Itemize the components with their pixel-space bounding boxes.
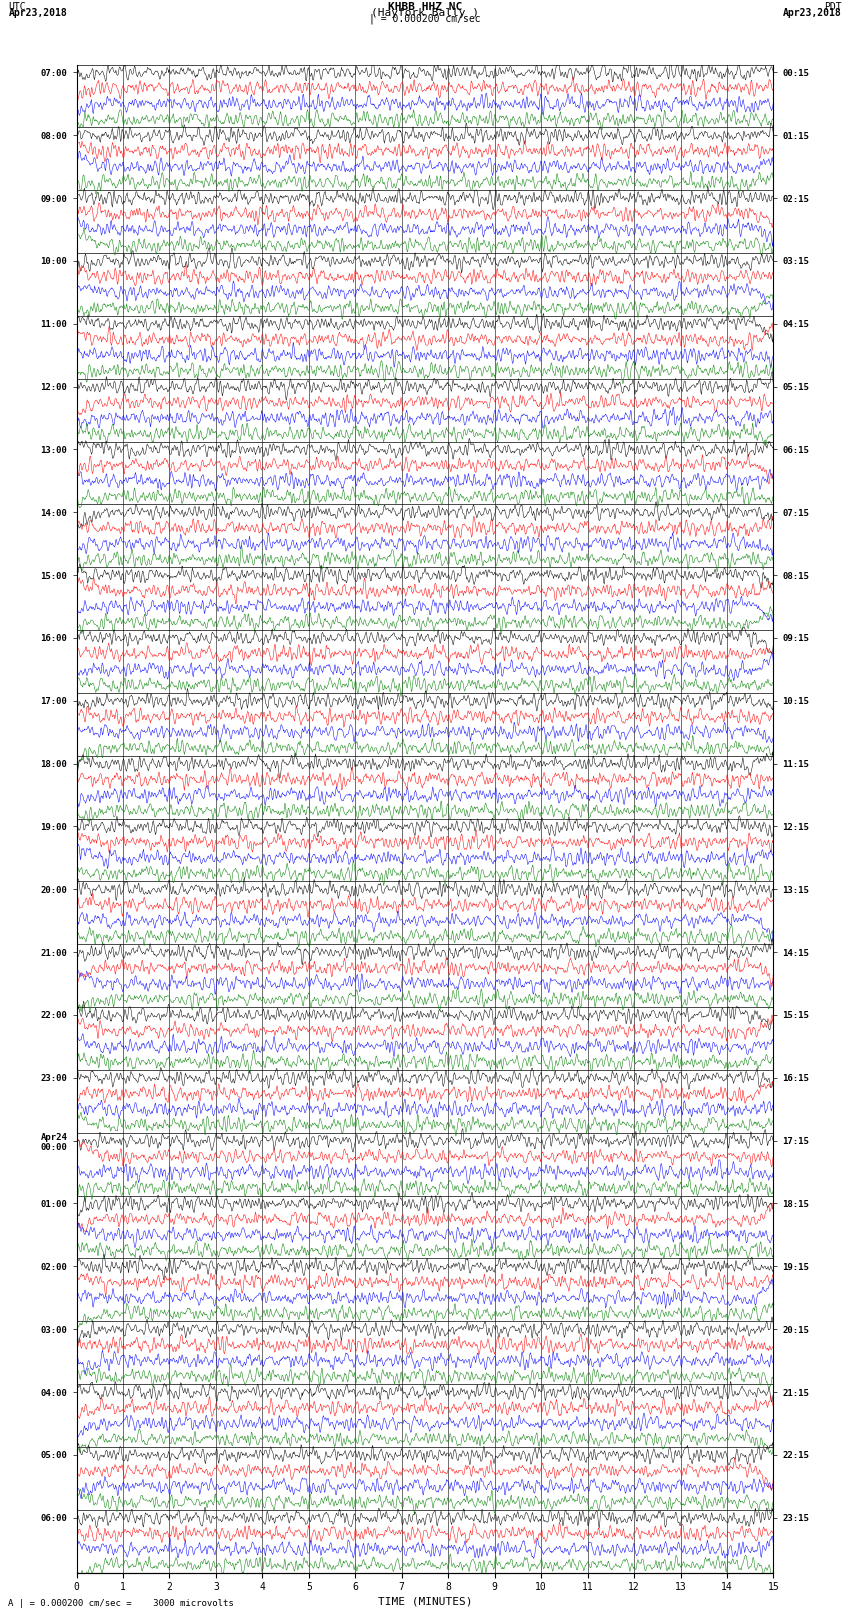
- Text: PDT: PDT: [824, 3, 842, 13]
- X-axis label: TIME (MINUTES): TIME (MINUTES): [377, 1597, 473, 1607]
- Text: Apr23,2018: Apr23,2018: [8, 8, 67, 18]
- Text: A | = 0.000200 cm/sec =    3000 microvolts: A | = 0.000200 cm/sec = 3000 microvolts: [8, 1598, 235, 1608]
- Text: (Hayfork Bally ): (Hayfork Bally ): [371, 8, 479, 18]
- Text: Apr23,2018: Apr23,2018: [783, 8, 842, 18]
- Text: KHBB HHZ NC: KHBB HHZ NC: [388, 3, 462, 13]
- Text: UTC: UTC: [8, 3, 26, 13]
- Text: | = 0.000200 cm/sec: | = 0.000200 cm/sec: [369, 13, 481, 24]
